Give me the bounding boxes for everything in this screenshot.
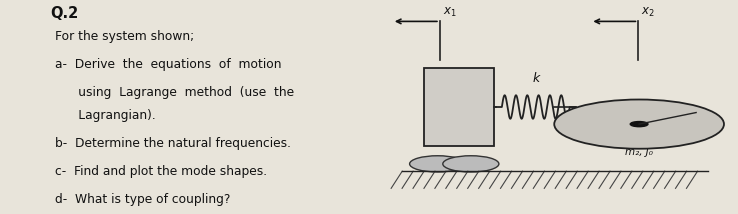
Circle shape	[410, 156, 466, 172]
Text: m₂, J₀: m₂, J₀	[625, 147, 653, 157]
Bar	[424, 68, 494, 146]
Circle shape	[443, 156, 499, 172]
Text: k: k	[532, 71, 539, 85]
Text: Lagrangian).: Lagrangian).	[55, 109, 156, 122]
Text: c-  Find and plot the mode shapes.: c- Find and plot the mode shapes.	[55, 165, 267, 178]
Text: using  Lagrange  method  (use  the: using Lagrange method (use the	[55, 86, 294, 99]
Text: a-  Derive  the  equations  of  motion: a- Derive the equations of motion	[55, 58, 282, 71]
Text: b-  Determine the natural frequencies.: b- Determine the natural frequencies.	[55, 137, 292, 150]
Text: For the system shown;: For the system shown;	[55, 30, 195, 43]
Text: m₁: m₁	[450, 101, 469, 113]
Text: d-  What is type of coupling?: d- What is type of coupling?	[55, 193, 231, 206]
Text: $x_2$: $x_2$	[641, 6, 655, 19]
Circle shape	[630, 122, 648, 127]
Text: r: r	[673, 106, 677, 116]
Text: Q.2: Q.2	[50, 6, 78, 21]
Circle shape	[554, 100, 724, 149]
Text: $x_1$: $x_1$	[443, 6, 457, 19]
